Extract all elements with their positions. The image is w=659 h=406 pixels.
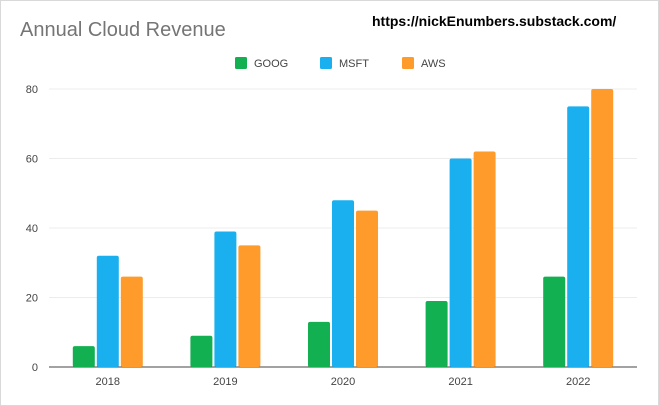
y-tick-label: 0 (32, 362, 38, 374)
bar-goog-2019 (190, 335, 213, 367)
bar-msft-2018 (96, 255, 119, 367)
bar-msft-2022 (567, 106, 590, 367)
legend-swatch-msft (320, 57, 332, 69)
y-tick-label: 40 (26, 223, 38, 235)
bar-goog-2020 (308, 321, 330, 367)
legend-swatch-goog (235, 57, 247, 69)
x-tick-label: 2022 (566, 376, 590, 388)
bar-aws-2018 (120, 276, 143, 367)
y-tick-label: 80 (26, 84, 38, 96)
legend-label-msft: MSFT (339, 58, 369, 70)
bar-aws-2022 (591, 89, 614, 367)
legend-swatch-aws (402, 57, 414, 69)
bar-aws-2020 (356, 210, 378, 367)
bar-msft-2021 (449, 158, 472, 367)
x-tick-label: 2018 (96, 376, 120, 388)
bar-goog-2018 (72, 346, 95, 367)
y-tick-label: 20 (26, 293, 38, 305)
source-url: https://nickEnumbers.substack.com/ (372, 13, 617, 29)
y-tick-label: 60 (26, 154, 38, 166)
x-tick-label: 2021 (448, 376, 472, 388)
bar-goog-2021 (425, 300, 448, 367)
bar-goog-2022 (543, 276, 566, 367)
x-tick-label: 2019 (213, 376, 237, 388)
chart-title: Annual Cloud Revenue (20, 19, 226, 41)
bar-msft-2020 (332, 200, 354, 367)
bar-aws-2019 (238, 245, 261, 367)
legend-label-goog: GOOG (254, 58, 288, 70)
legend-label-aws: AWS (421, 58, 446, 70)
bar-msft-2019 (214, 231, 237, 367)
bar-aws-2021 (473, 151, 496, 367)
x-tick-label: 2020 (331, 376, 355, 388)
